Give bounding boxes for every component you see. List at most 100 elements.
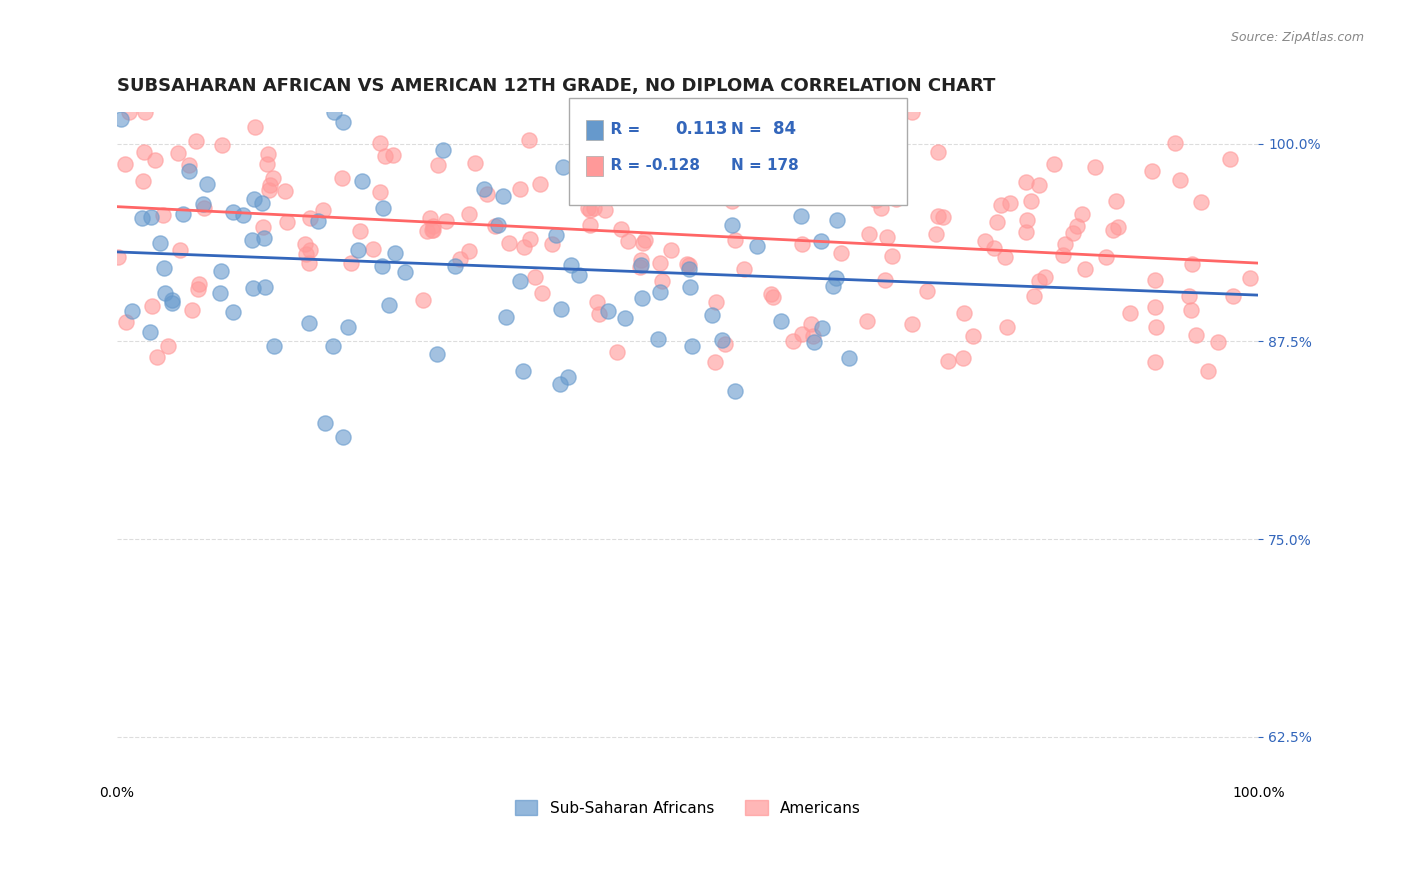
Point	[1033, 270, 1056, 285]
Point	[262, 171, 284, 186]
Point	[114, 157, 136, 171]
Point	[704, 294, 727, 309]
Point	[630, 252, 652, 267]
Point	[648, 256, 671, 270]
Point	[1239, 271, 1261, 285]
Point	[434, 214, 457, 228]
Point	[962, 329, 984, 343]
Point	[1015, 175, 1038, 189]
Point	[422, 219, 444, 234]
Point	[613, 310, 636, 325]
Point	[640, 153, 662, 167]
Point	[1140, 164, 1163, 178]
Text: 0.113: 0.113	[675, 120, 727, 138]
Point	[557, 370, 579, 384]
Point	[243, 192, 266, 206]
Point	[253, 279, 276, 293]
Point	[1084, 161, 1107, 175]
Point	[477, 186, 499, 201]
Point	[169, 243, 191, 257]
Point	[983, 241, 1005, 255]
Point	[747, 239, 769, 253]
Point	[931, 210, 953, 224]
Point	[1118, 306, 1140, 320]
Point	[512, 364, 534, 378]
Point	[384, 245, 406, 260]
Point	[274, 184, 297, 198]
Point	[1143, 273, 1166, 287]
Point	[416, 224, 439, 238]
Point	[592, 175, 614, 189]
Point	[449, 252, 471, 266]
Point	[823, 279, 845, 293]
Text: R =: R =	[600, 122, 641, 136]
Point	[803, 334, 825, 349]
Point	[792, 326, 814, 341]
Point	[1184, 327, 1206, 342]
Point	[628, 260, 651, 275]
Point	[661, 244, 683, 258]
Point	[915, 284, 938, 298]
Point	[322, 339, 344, 353]
Point	[1222, 289, 1244, 303]
Point	[181, 302, 204, 317]
Point	[550, 376, 572, 391]
Point	[882, 249, 904, 263]
Point	[332, 430, 354, 444]
Point	[371, 201, 394, 215]
Point	[936, 353, 959, 368]
Point	[593, 202, 616, 217]
Point	[1043, 157, 1066, 171]
Point	[330, 170, 353, 185]
Point	[1019, 194, 1042, 208]
Point	[495, 310, 517, 325]
Point	[294, 247, 316, 261]
Text: N =: N =	[731, 122, 762, 136]
Point	[647, 332, 669, 346]
Point	[498, 236, 520, 251]
Point	[714, 337, 737, 351]
Point	[107, 251, 129, 265]
Point	[688, 184, 710, 198]
Text: N = 178: N = 178	[731, 158, 799, 172]
Point	[710, 333, 733, 347]
Point	[540, 236, 562, 251]
Point	[621, 178, 644, 192]
Point	[394, 265, 416, 279]
Point	[606, 344, 628, 359]
Point	[623, 161, 645, 176]
Point	[1052, 248, 1074, 262]
Point	[990, 198, 1012, 212]
Point	[153, 260, 176, 275]
Point	[974, 234, 997, 248]
Point	[706, 122, 728, 136]
Point	[998, 196, 1021, 211]
Point	[733, 262, 755, 277]
Point	[924, 227, 946, 241]
Point	[243, 120, 266, 134]
Point	[1189, 194, 1212, 209]
Point	[704, 355, 727, 369]
Point	[172, 207, 194, 221]
Point	[1143, 300, 1166, 314]
Point	[197, 177, 219, 191]
Point	[678, 258, 700, 272]
Point	[298, 256, 321, 270]
Point	[134, 105, 156, 120]
Point	[322, 105, 344, 120]
Point	[720, 194, 742, 209]
Point	[952, 351, 974, 366]
Point	[242, 281, 264, 295]
Point	[377, 298, 399, 312]
Point	[1107, 220, 1129, 235]
Point	[523, 270, 546, 285]
Point	[550, 301, 572, 316]
Point	[160, 296, 183, 310]
Point	[486, 218, 509, 232]
Point	[294, 236, 316, 251]
Point	[519, 232, 541, 246]
Point	[1015, 225, 1038, 239]
Point	[748, 105, 770, 120]
Point	[769, 314, 792, 328]
Point	[339, 255, 361, 269]
